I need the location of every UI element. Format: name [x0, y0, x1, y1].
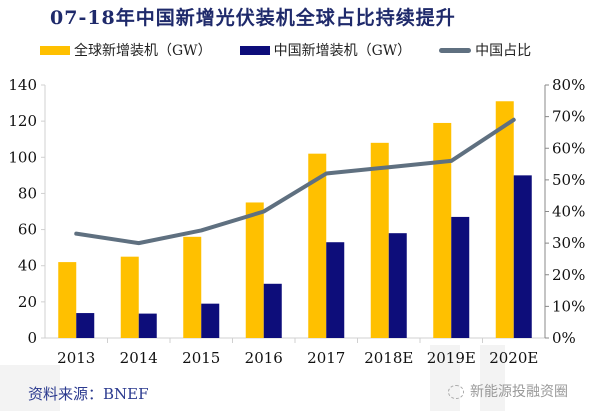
brand-watermark: 新能源投融资圈 [448, 381, 568, 401]
legend-item-share: 中国占比 [439, 40, 531, 60]
bar-china [138, 313, 157, 338]
x-tick-label: 2020E [489, 349, 538, 367]
bar-china [263, 283, 282, 338]
legend-item-global: 全球新增装机（GW） [40, 40, 212, 60]
right-tick-label: 80% [552, 76, 585, 94]
brand-label: 新能源投融资圈 [470, 384, 568, 400]
x-tick-label: 2018E [364, 349, 413, 367]
watermark-block [0, 365, 60, 411]
bar-china [451, 216, 470, 338]
right-tick-label: 40% [552, 203, 585, 221]
legend: 全球新增装机（GW） 中国新增装机（GW） 中国占比 [40, 40, 559, 60]
x-tick-label: 2013 [57, 349, 95, 367]
left-tick-label: 20 [18, 293, 37, 311]
right-tick-label: 30% [552, 234, 585, 252]
bar-china [326, 242, 345, 338]
legend-label-global: 全球新增装机（GW） [74, 43, 212, 59]
x-tick-label: 2019E [427, 349, 476, 367]
bar-global [120, 256, 139, 338]
bar-global [370, 142, 389, 338]
right-tick-label: 50% [552, 171, 585, 189]
left-tick-label: 120 [8, 112, 37, 130]
left-tick-label: 60 [18, 221, 37, 239]
source-note: 资料来源：BNEF [28, 385, 149, 403]
right-tick-label: 70% [552, 108, 585, 126]
legend-swatch-china [239, 45, 270, 55]
legend-label-share: 中国占比 [475, 43, 532, 59]
left-tick-label: 140 [8, 76, 37, 94]
chart-title: 07-18年中国新增光伏装机全球占比持续提升 [50, 7, 456, 29]
watermark-block [430, 345, 460, 411]
bar-global [245, 202, 264, 338]
wechat-icon [448, 385, 464, 399]
x-tick-label: 2016 [245, 349, 283, 367]
bar-global [495, 101, 514, 338]
share-line [74, 117, 516, 246]
right-tick-label: 60% [552, 139, 585, 157]
bar-china [388, 233, 407, 338]
x-tick-label: 2017 [307, 349, 345, 367]
bar-china [201, 303, 220, 338]
right-tick-label: 10% [552, 297, 585, 315]
bar-global [58, 262, 77, 338]
left-tick-label: 80 [18, 184, 37, 202]
bar-global [308, 153, 327, 338]
legend-item-china: 中国新增装机（GW） [239, 40, 412, 60]
left-tick-label: 40 [18, 257, 37, 275]
legend-swatch-share [439, 47, 472, 53]
watermark-block [480, 345, 505, 411]
bar-global [183, 236, 202, 338]
left-tick-label: 100 [8, 148, 37, 166]
bar-china [513, 175, 532, 338]
right-tick-label: 0% [552, 329, 576, 347]
x-tick-label: 2014 [120, 349, 158, 367]
bar-china [76, 313, 95, 338]
left-tick-label: 0 [27, 329, 37, 347]
bar-global [433, 122, 452, 338]
legend-swatch-global [40, 45, 70, 55]
legend-label-china: 中国新增装机（GW） [273, 43, 412, 59]
right-tick-label: 20% [552, 266, 585, 284]
x-tick-label: 2015 [182, 349, 220, 367]
